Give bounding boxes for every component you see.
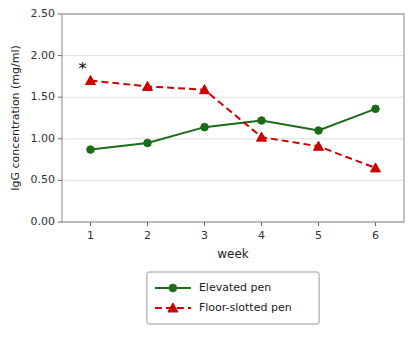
point <box>144 139 152 147</box>
axes: 0.00 0.50 1.00 1.50 2.00 2.50 1 2 3 4 5 6 <box>31 7 405 242</box>
y-tick <box>58 138 62 139</box>
x-tick-label: 1 <box>87 229 94 242</box>
x-axis-label: week <box>217 247 249 261</box>
series <box>86 76 381 172</box>
y-tick-label: 0.50 <box>31 173 56 186</box>
x-tick <box>261 222 262 226</box>
x-tick <box>204 222 205 226</box>
x-tick-label: 3 <box>201 229 208 242</box>
series-line <box>91 81 376 168</box>
y-tick <box>58 180 62 181</box>
legend-label: Floor-slotted pen <box>199 301 292 314</box>
y-grid-line <box>62 97 404 98</box>
chart: 0.00 0.50 1.00 1.50 2.00 2.50 1 2 3 4 5 6 week IgG co… <box>0 0 420 360</box>
y-tick-label: 1.50 <box>31 90 56 103</box>
y-tick-label: 2.00 <box>31 49 56 62</box>
y-tick-label: 2.50 <box>31 7 56 20</box>
point <box>314 141 324 150</box>
point <box>257 132 267 141</box>
point <box>143 81 153 90</box>
point <box>315 127 323 135</box>
annotation: * <box>79 59 87 78</box>
series <box>87 105 380 153</box>
grid <box>62 14 404 222</box>
series-group <box>86 76 381 172</box>
x-tick <box>90 222 91 226</box>
x-tick-label: 4 <box>258 229 265 242</box>
chart-container: 0.00 0.50 1.00 1.50 2.00 2.50 1 2 3 4 5 6 week IgG co… <box>0 0 420 360</box>
y-tick <box>58 14 62 15</box>
y-tick <box>58 222 62 223</box>
y-tick-label: 0.00 <box>31 215 56 228</box>
point <box>372 105 380 113</box>
point <box>86 76 96 85</box>
legend: Elevated pen Floor-slotted pen <box>147 272 319 324</box>
x-tick-label: 6 <box>372 229 379 242</box>
x-tick <box>147 222 148 226</box>
point <box>371 163 381 172</box>
point <box>201 123 209 131</box>
series-line <box>91 109 376 150</box>
legend-label: Elevated pen <box>199 281 271 294</box>
y-axis-label: IgG concentration (mg/ml) <box>9 45 22 191</box>
x-tick-label: 2 <box>144 229 151 242</box>
legend-box <box>147 272 319 324</box>
y-tick <box>58 55 62 56</box>
x-tick-label: 5 <box>315 229 322 242</box>
y-grid-line <box>62 55 404 56</box>
point <box>200 85 210 94</box>
legend-marker <box>168 303 178 312</box>
plot-frame <box>62 14 404 222</box>
x-tick <box>318 222 319 226</box>
legend-marker <box>169 284 177 292</box>
point <box>87 146 95 154</box>
plot-background <box>62 14 404 222</box>
x-tick <box>375 222 376 226</box>
y-grid-line <box>62 138 404 139</box>
point <box>258 117 266 125</box>
y-tick-label: 1.00 <box>31 132 56 145</box>
y-grid-line <box>62 180 404 181</box>
y-tick <box>58 97 62 98</box>
